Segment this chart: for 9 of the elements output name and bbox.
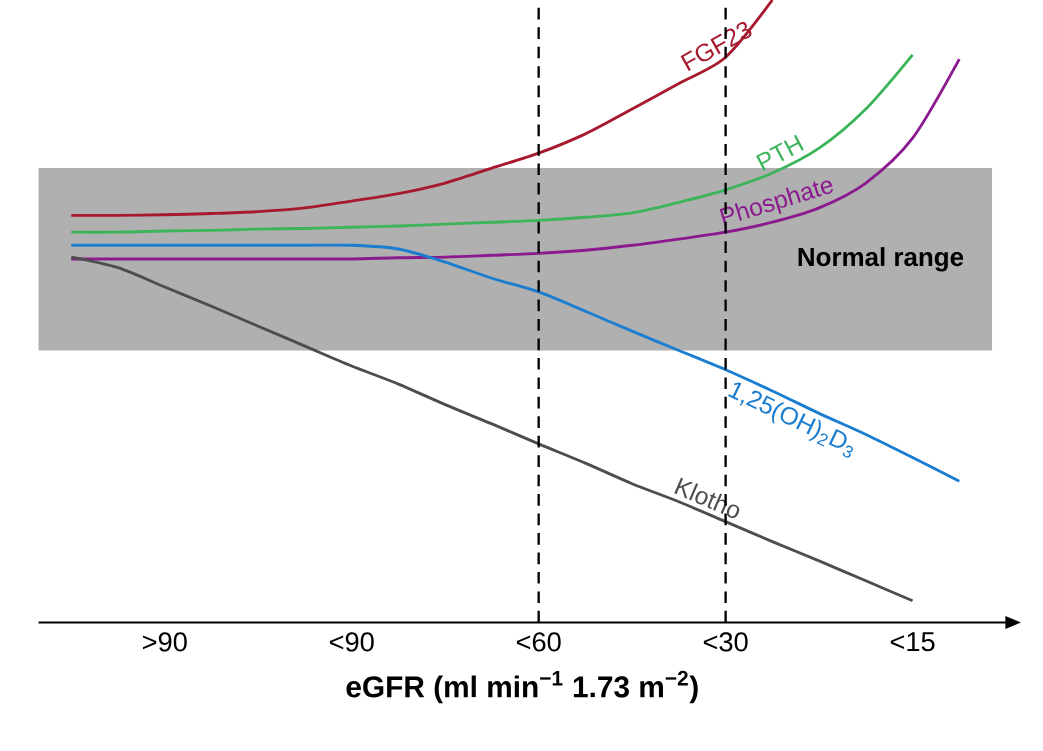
x-tick-label: >90 [142, 632, 187, 652]
text: Klotho [674, 477, 740, 519]
band-label: Normal range [798, 247, 964, 272]
x-tick-label: <60 [516, 632, 561, 652]
x-tick-label: <90 [329, 632, 374, 652]
x-tick-label: <15 [890, 632, 935, 652]
x-tick-label: <30 [703, 632, 748, 652]
x-axis-title: eGFR (ml min$^{−1}$ 1.73 m$^{−2}$) [346, 670, 698, 704]
text: PTH [755, 134, 804, 172]
